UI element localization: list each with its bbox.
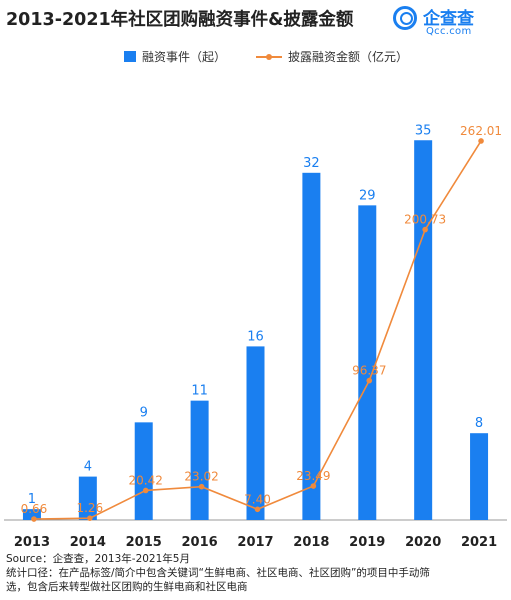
qcc-logo: 企查查 Qcc.com (393, 4, 503, 40)
bar-2017 (246, 346, 265, 520)
amount-point-2016 (198, 483, 205, 490)
legend-line-label: 披露融资金额（亿元） (288, 50, 409, 64)
legend-bar-label: 融资事件（起） (142, 50, 227, 64)
legend-bar-swatch (124, 51, 136, 62)
bar-label-2018: 32 (303, 156, 320, 171)
bar-label-2016: 11 (191, 384, 208, 399)
chart-title: 2013-2021年社区团购融资事件&披露金额 (6, 10, 354, 30)
amount-point-2020 (422, 226, 428, 233)
bar-2020 (414, 140, 433, 520)
amount-point-2015 (142, 487, 149, 494)
amount-point-2017 (254, 506, 261, 513)
amount-label-2019: 96.37 (352, 364, 386, 378)
amount-label-2014: 1.26 (76, 501, 103, 515)
x-tick-2019: 2019 (349, 535, 385, 550)
amount-label-2015: 20.42 (129, 473, 163, 487)
bar-2019 (358, 205, 377, 520)
x-tick-2018: 2018 (293, 535, 329, 550)
x-tick-2013: 2013 (14, 535, 50, 550)
bar-2013 (22, 509, 41, 520)
note-line-2: 选，包含后来转型做社区团购的生鲜电商和社区电商 (6, 581, 248, 593)
x-tick-2016: 2016 (182, 535, 218, 550)
bar-label-2013: 1 (28, 492, 36, 507)
amount-point-2018 (310, 483, 317, 489)
logo-name-cn: 企查查 (423, 9, 474, 29)
bar-2018 (302, 172, 321, 521)
x-tick-2021: 2021 (461, 535, 497, 550)
combo-chart: 1 4 9 11 16 32 29 35 8 0.66 1.26 20.42 23.02 7.40 23.4… (4, 123, 507, 550)
amount-label-2018: 23.49 (296, 469, 330, 483)
note-line-1: 统计口径：在产品标签/简介中包含关键词“生鲜电商、社区电商、社区团购”的项目中手… (6, 567, 430, 579)
amount-point-2019 (366, 377, 373, 384)
bar-2015 (134, 422, 153, 520)
amount-label-2013: 0.66 (21, 502, 48, 516)
chart-legend: 融资事件（起） 披露融资金额（亿元） (0, 48, 511, 68)
x-tick-2017: 2017 (237, 535, 273, 550)
x-tick-2014: 2014 (70, 535, 106, 550)
amount-label-2017: 7.40 (244, 492, 271, 506)
qcc-logo-icon (393, 6, 417, 30)
logo-name-en: Qcc.com (426, 26, 472, 37)
amount-point-2021 (478, 138, 484, 144)
x-tick-2020: 2020 (405, 535, 441, 550)
bar-label-2017: 16 (247, 329, 264, 344)
amount-label-2021: 262.01 (460, 124, 502, 138)
amount-label-2016: 23.02 (184, 470, 218, 484)
chart-footer: Source：企查查，2013年-2021年5月 统计口径：在产品标签/简介中包… (6, 552, 506, 594)
bar-label-2014: 4 (84, 460, 92, 475)
bar-label-2021: 8 (475, 416, 483, 431)
amount-point-2013 (31, 516, 37, 522)
bar-label-2015: 9 (140, 405, 148, 420)
bar-label-2020: 35 (415, 123, 432, 138)
legend-item-line: 披露融资金额（亿元） (256, 48, 408, 65)
bar-2014 (78, 476, 97, 520)
amount-point-2014 (87, 515, 93, 521)
bar-label-2019: 29 (359, 188, 376, 203)
legend-item-bars: 融资事件（起） (124, 48, 226, 65)
legend-line-swatch (256, 51, 282, 62)
bar-2021 (470, 433, 489, 520)
x-tick-2015: 2015 (126, 535, 162, 550)
bar-2016 (190, 400, 209, 520)
source-text: Source：企查查，2013年-2021年5月 (6, 553, 190, 565)
amount-label-2020: 200.73 (404, 213, 446, 227)
